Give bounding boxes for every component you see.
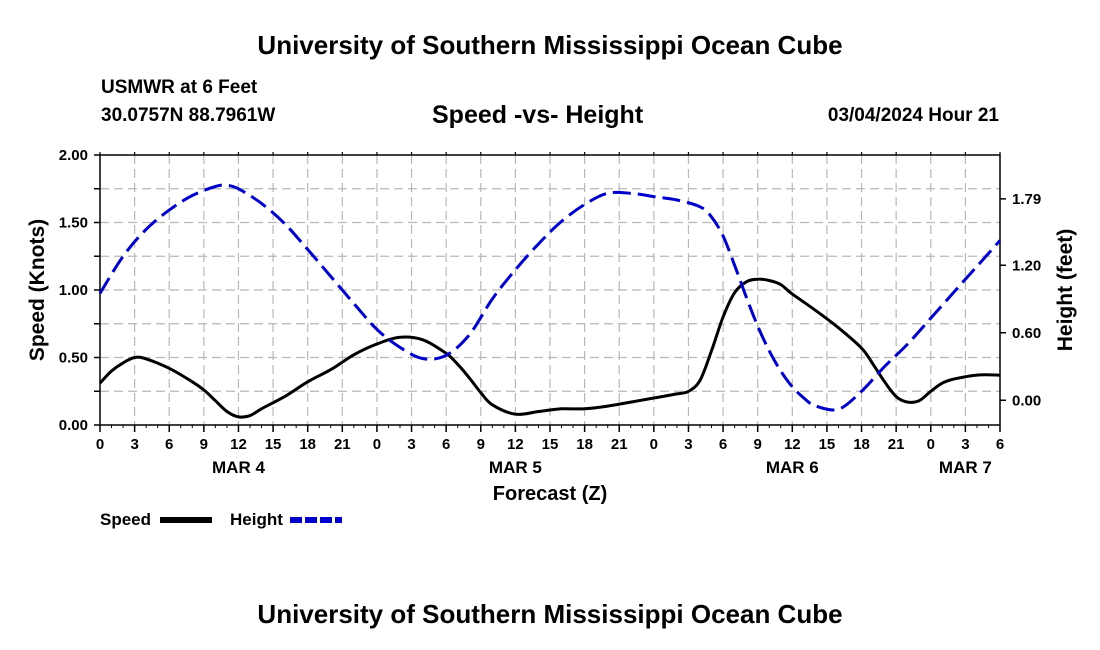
y-tick-label: 2.00 <box>59 147 88 164</box>
x-tick-label: 18 <box>299 436 316 453</box>
y-tick-label: 0.00 <box>59 417 88 434</box>
x-tick-label: 3 <box>130 436 138 453</box>
chart-subtitle: Speed -vs- Height <box>432 101 644 129</box>
x-tick-label: 15 <box>819 436 836 453</box>
x-tick-label: 6 <box>442 436 450 453</box>
x-tick-label: 0 <box>373 436 381 453</box>
legend-label-speed: Speed <box>100 510 151 529</box>
series-line-height <box>98 183 1002 412</box>
y-axis-label: Speed (Knots) <box>26 219 49 361</box>
y2-tick-label: 0.60 <box>1012 325 1041 342</box>
y2-axis-label: Height (feet) <box>1054 229 1077 352</box>
x-tick-label: 0 <box>650 436 658 453</box>
x-tick-label: 21 <box>888 436 905 453</box>
x-tick-label: 3 <box>961 436 969 453</box>
station-coordinates: 30.0757N 88.7961W <box>101 105 276 126</box>
series-layer <box>98 183 1002 419</box>
forecast-datetime: 03/04/2024 Hour 21 <box>827 105 999 126</box>
series-line-speed <box>98 277 1001 419</box>
x-tick-label: 12 <box>230 436 247 453</box>
x-tick-label: 6 <box>996 436 1004 453</box>
axis-ticks: 0 3 6 9 12 15 18 21 0 3 6 9 12 15 18 21 0 3 6 9 12 15 18 21 0 3 6M… <box>59 147 1041 477</box>
legend-label-height: Height <box>230 510 283 529</box>
y2-tick-label: 1.20 <box>1012 257 1041 274</box>
footer-title: University of Southern Mississippi Ocean… <box>257 599 843 629</box>
y-tick-label: 1.50 <box>59 215 88 232</box>
x-tick-label: 9 <box>477 436 485 453</box>
x-day-label: MAR 5 <box>489 458 542 477</box>
x-tick-label: 3 <box>684 436 692 453</box>
x-tick-label: 15 <box>265 436 282 453</box>
x-tick-label: 0 <box>96 436 104 453</box>
x-tick-label: 6 <box>719 436 727 453</box>
x-tick-label: 9 <box>754 436 762 453</box>
chart-title: University of Southern Mississippi Ocean… <box>257 30 843 60</box>
x-tick-label: 12 <box>784 436 801 453</box>
x-tick-label: 18 <box>576 436 593 453</box>
x-tick-label: 3 <box>407 436 415 453</box>
y2-tick-label: 1.79 <box>1012 191 1041 208</box>
x-tick-label: 21 <box>334 436 351 453</box>
x-tick-label: 21 <box>611 436 628 453</box>
x-tick-label: 18 <box>853 436 870 453</box>
gridlines <box>100 155 1000 425</box>
x-day-label: MAR 6 <box>766 458 819 477</box>
x-tick-label: 6 <box>165 436 173 453</box>
x-day-label: MAR 4 <box>212 458 265 477</box>
x-tick-label: 15 <box>542 436 559 453</box>
station-label: USMWR at 6 Feet <box>101 77 258 98</box>
y2-tick-label: 0.00 <box>1012 392 1041 409</box>
y-tick-label: 0.50 <box>59 350 88 367</box>
x-axis-label: Forecast (Z) <box>493 483 607 505</box>
legend: Speed Height <box>100 510 342 529</box>
y-tick-label: 1.00 <box>59 282 88 299</box>
x-tick-label: 9 <box>200 436 208 453</box>
x-tick-label: 0 <box>927 436 935 453</box>
x-day-label: MAR 7 <box>939 458 992 477</box>
x-tick-label: 12 <box>507 436 524 453</box>
